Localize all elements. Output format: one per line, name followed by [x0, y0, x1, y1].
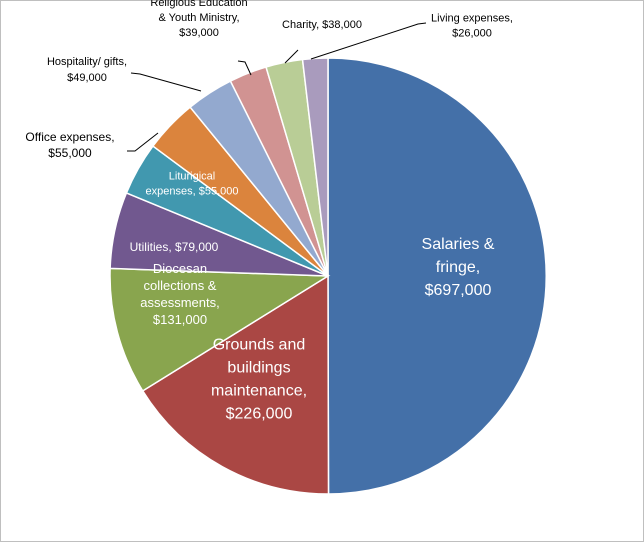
data-label-4: Utilities, $79,000 — [130, 240, 219, 254]
data-label-2: Grounds and buildings maintenance, $226,000 — [211, 337, 307, 423]
pie-slice-1 — [327, 57, 547, 495]
data-label-9: Charity, $38,000 — [282, 19, 362, 31]
data-label-line: $49,000 — [67, 72, 107, 84]
data-label-6: Office expenses, $55,000 — [25, 130, 114, 160]
data-label-line: fringe, — [436, 259, 480, 276]
data-label-1: Salaries & fringe, $697,000 — [422, 236, 495, 299]
data-label-line: Utilities, $79,000 — [130, 240, 219, 254]
data-label-line: Diocesan — [153, 261, 207, 276]
data-label-line: maintenance, — [211, 383, 307, 400]
data-label-line: $26,000 — [452, 27, 492, 39]
data-label-line: Living expenses, — [431, 12, 513, 24]
data-label-line: assessments, — [140, 295, 219, 310]
data-label-line: Office expenses, — [25, 130, 114, 144]
data-label-line: Grounds and — [213, 337, 306, 354]
data-label-line: Salaries & — [422, 236, 495, 253]
data-label-line: expenses, $55,000 — [146, 185, 239, 197]
leader-line-9 — [284, 49, 299, 64]
data-label-line: $39,000 — [179, 27, 219, 39]
data-label-line: $55,000 — [48, 146, 92, 160]
leader-line-6 — [127, 132, 159, 152]
pie-slice-10 — [301, 57, 329, 277]
data-label-line: buildings — [227, 360, 290, 377]
data-label-line: collections & — [144, 278, 217, 293]
leader-line-7 — [130, 72, 202, 92]
data-label-5: Liturigical expenses, $55,000 — [146, 170, 239, 197]
data-label-line: $131,000 — [153, 312, 207, 327]
data-label-line: Charity, $38,000 — [282, 19, 362, 31]
data-label-line: Hospitality/ gifts, — [47, 56, 127, 68]
pie-slices — [109, 57, 547, 495]
data-label-3: Diocesan collections & assessments, $131,00… — [140, 261, 219, 327]
pie-slice-3 — [109, 267, 331, 392]
data-label-8: Religious Education & Youth Ministry, $39,… — [150, 0, 247, 39]
leader-line-10 — [310, 22, 427, 60]
pie-slice-2 — [141, 274, 330, 495]
data-label-10: Living expenses, $26,000 — [431, 12, 513, 39]
leader-line-8 — [237, 60, 252, 76]
data-label-line: $697,000 — [425, 282, 492, 299]
data-label-line: & Youth Ministry, — [158, 12, 239, 24]
data-label-line: Liturigical — [169, 170, 215, 182]
data-label-line: $226,000 — [226, 406, 293, 423]
data-label-line: Religious Education — [150, 0, 247, 9]
leader-lines — [127, 22, 427, 152]
data-label-7: Hospitality/ gifts, $49,000 — [47, 56, 127, 84]
data-labels: Salaries & fringe, $697,000 Grounds and buil… — [25, 0, 513, 423]
